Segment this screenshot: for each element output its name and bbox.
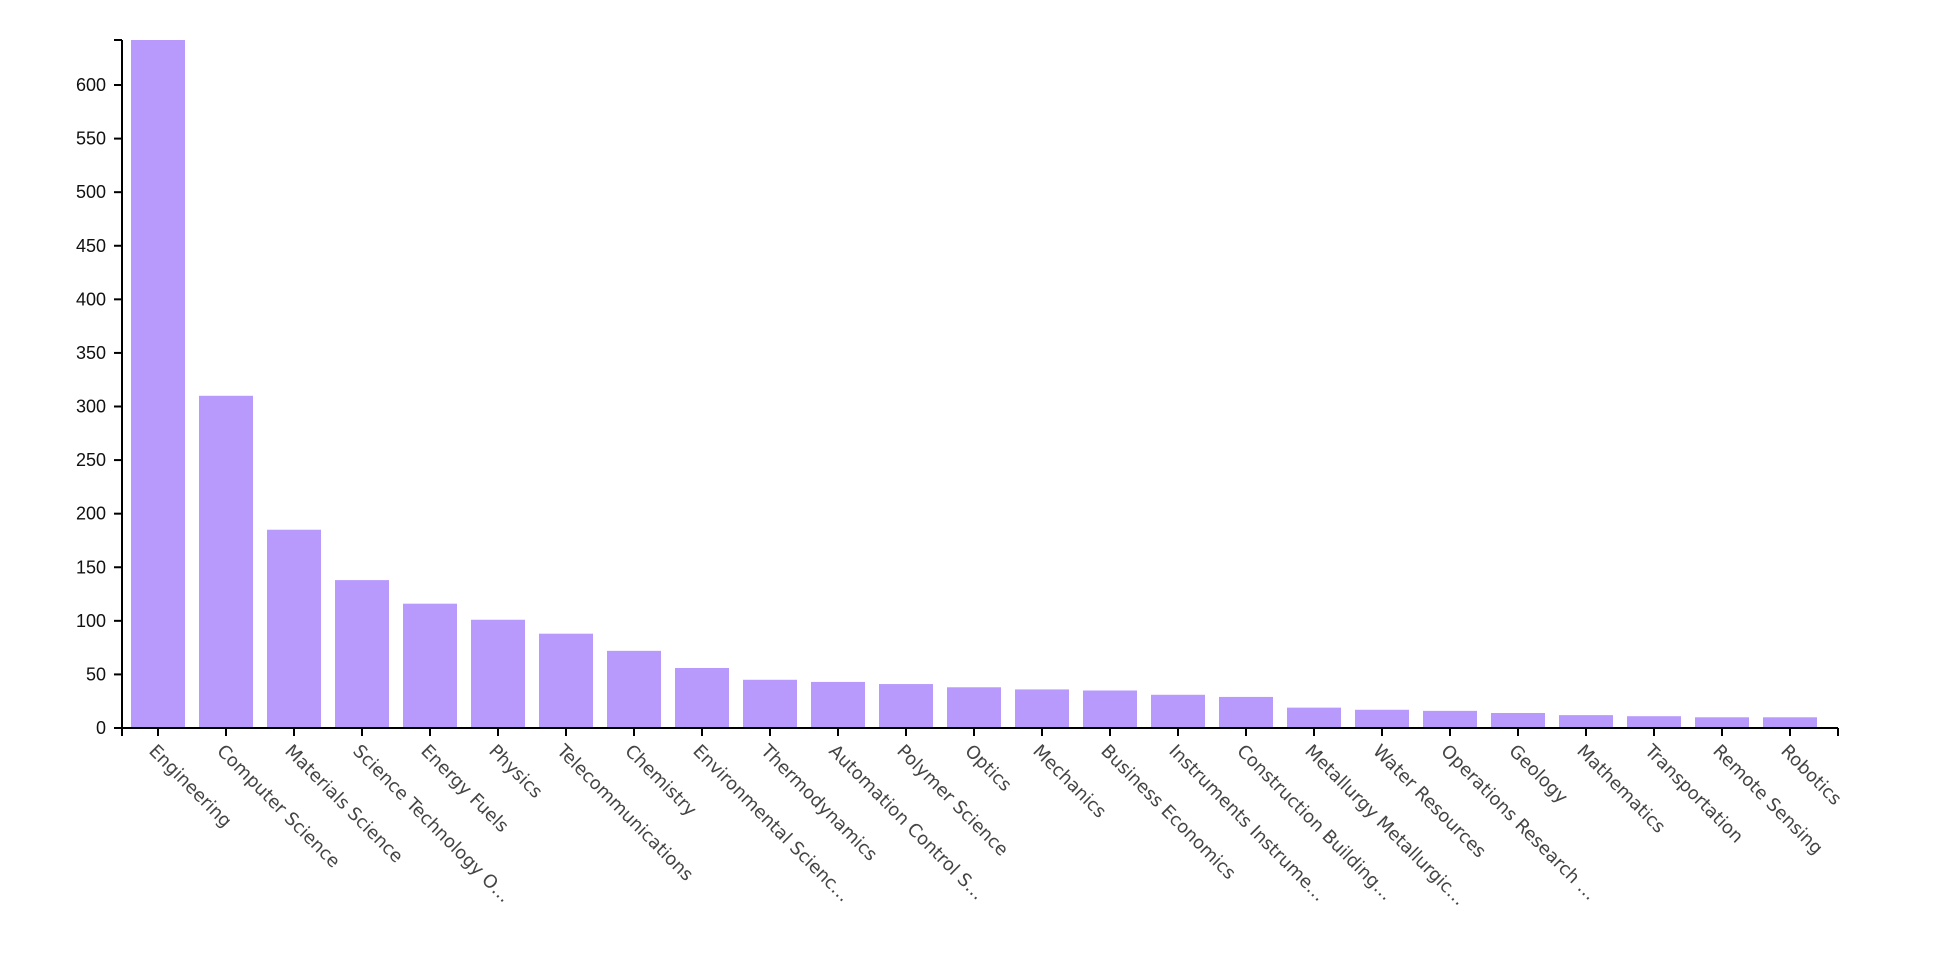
bar <box>471 619 525 728</box>
bar <box>1355 709 1409 728</box>
y-tick-label: 50 <box>86 664 106 684</box>
bar <box>879 684 933 728</box>
x-tick-label: Geology <box>1504 741 1572 809</box>
y-tick-label: 250 <box>76 450 106 470</box>
bar <box>1627 716 1681 728</box>
bar <box>335 580 389 728</box>
bar <box>131 40 185 728</box>
bar <box>1015 689 1069 728</box>
bar <box>1083 690 1137 728</box>
y-tick-label: 300 <box>76 397 106 417</box>
bar <box>1763 717 1817 728</box>
bar <box>743 679 797 728</box>
y-axis-ticks: 0 50 100 150 200 250 300 350 400 450 500 550 600 <box>76 75 122 738</box>
y-tick-label: 400 <box>76 289 106 309</box>
bar <box>947 687 1001 728</box>
y-tick-label: 500 <box>76 182 106 202</box>
y-tick-label: 350 <box>76 343 106 363</box>
y-tick-label: 550 <box>76 129 106 149</box>
y-tick-label: 600 <box>76 75 106 95</box>
x-tick-label: Thermodynamics <box>756 740 881 865</box>
x-tick-label: Optics <box>960 741 1015 796</box>
x-tick-label: Computer Science <box>212 741 344 873</box>
x-tick-label: Physics <box>484 741 546 803</box>
bar <box>1423 710 1477 728</box>
bars-layer <box>131 40 1817 728</box>
y-tick-label: 200 <box>76 504 106 524</box>
bar <box>1287 707 1341 728</box>
y-tick-label: 450 <box>76 236 106 256</box>
y-tick-label: 100 <box>76 611 106 631</box>
x-tick-label: Telecommunications <box>552 740 697 885</box>
bar <box>199 395 253 728</box>
bar <box>1559 715 1613 728</box>
x-tick-label: Business Economics <box>1096 741 1239 884</box>
x-tick-label: Robotics <box>1776 741 1845 810</box>
bar <box>1151 694 1205 728</box>
bar <box>811 681 865 728</box>
bar <box>607 650 661 728</box>
bar <box>1695 717 1749 728</box>
x-tick-label: Water Resources <box>1368 741 1490 863</box>
x-tick-label: Materials Science <box>280 741 407 868</box>
bar <box>267 529 321 728</box>
bar <box>403 603 457 728</box>
bar <box>1491 712 1545 728</box>
y-tick-label: 0 <box>96 718 106 738</box>
bar <box>1219 696 1273 728</box>
bar <box>675 667 729 728</box>
bar <box>539 633 593 728</box>
y-tick-label: 150 <box>76 557 106 577</box>
